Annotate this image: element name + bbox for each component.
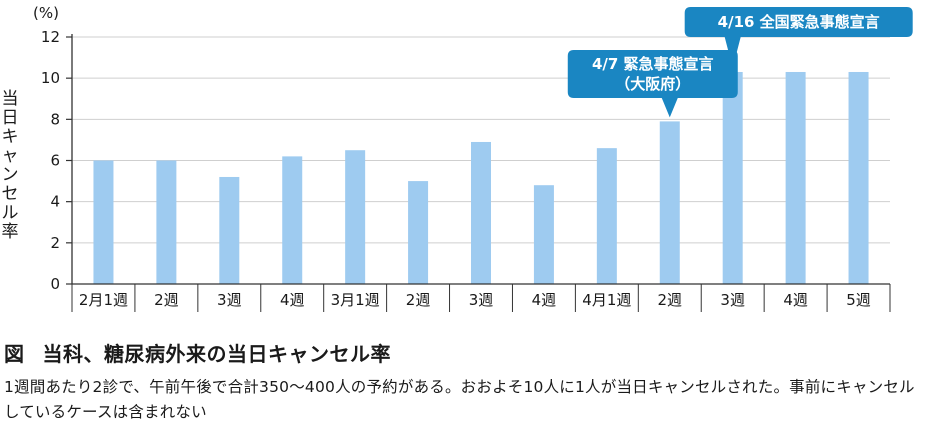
x-tick-label: 2週 <box>406 291 431 309</box>
bar <box>219 176 240 284</box>
y-axis-label-char: キ <box>2 127 19 147</box>
y-axis-label-char: 日 <box>2 108 19 128</box>
x-tick-label: 3週 <box>217 291 242 309</box>
bar <box>471 141 491 284</box>
y-tick-label: 8 <box>50 110 60 128</box>
caption-body: 1週間あたり2診で、午前午後で合計350〜400人の予約がある。おおよそ10人に… <box>4 378 915 421</box>
y-tick-label: 0 <box>50 275 60 293</box>
bar <box>848 71 869 284</box>
annotation-text: （大阪府） <box>615 75 690 93</box>
bar-chart: 0 2 4 6 8 10 12 2月1週 2週 3週 4週 3月1週 2週 3週 4週 4月1週 2週 3週 4週 5… <box>2 4 913 312</box>
bar <box>93 160 114 284</box>
bar <box>722 71 743 284</box>
caption-title-line: 図当科、糖尿病外来の当日キャンセル率 <box>4 338 924 367</box>
x-tick-label: 2週 <box>154 291 179 309</box>
x-tick-label: 4週 <box>532 291 557 309</box>
x-tick-label: 4週 <box>280 291 305 309</box>
y-axis-label-char: 率 <box>2 222 19 242</box>
bar <box>408 181 429 284</box>
y-tick-label: 6 <box>50 152 60 170</box>
y-axis-label-char: ル <box>2 203 19 223</box>
y-tick-label: 10 <box>41 69 60 87</box>
annotation-callout <box>684 7 913 68</box>
x-tick-label: 3月1週 <box>331 291 380 309</box>
caption-title: 当科、糖尿病外来の当日キャンセル率 <box>42 342 391 366</box>
bar <box>533 185 554 284</box>
y-axis-label: 当日キャンセル率 <box>2 89 19 242</box>
x-tick-label: 3週 <box>720 291 745 309</box>
y-tick-label: 2 <box>50 234 60 252</box>
bar <box>282 156 303 284</box>
x-tick-label: 4月1週 <box>582 291 631 309</box>
bar <box>156 160 177 284</box>
bars <box>93 71 869 285</box>
y-axis-label-char: セ <box>2 184 19 204</box>
x-tick-label: 3週 <box>469 291 494 309</box>
x-tick-label: 5週 <box>846 291 871 309</box>
figure-label: 図 <box>4 342 25 366</box>
y-unit-label: (%) <box>33 4 59 22</box>
bar <box>659 121 680 285</box>
x-tick-label: 2週 <box>657 291 682 309</box>
figure-caption: 図当科、糖尿病外来の当日キャンセル率 1週間あたり2診で、午前午後で合計350〜… <box>4 338 924 425</box>
axes: 0 2 4 6 8 10 12 2月1週 2週 3週 4週 3月1週 2週 3週 4週 4月1週 2週 3週 4週 5… <box>41 28 891 312</box>
x-tick-label: 4週 <box>783 291 808 309</box>
y-axis-label-char: ャ <box>2 146 19 166</box>
annotation-text: 4/16 全国緊急事態宣言 <box>718 13 880 31</box>
y-tick-label: 12 <box>41 28 60 46</box>
bar <box>785 71 806 284</box>
annotation-callout <box>567 50 738 118</box>
annotation-text: 4/7 緊急事態宣言 <box>592 55 714 73</box>
x-tick-label: 2月1週 <box>79 291 128 309</box>
bar <box>345 150 366 284</box>
y-axis-label-char: 当 <box>2 89 19 109</box>
y-axis-label-char: ン <box>2 165 19 185</box>
annotations: 4/7 緊急事態宣言 （大阪府） 4/16 全国緊急事態宣言 <box>567 7 913 118</box>
bar <box>596 148 617 284</box>
y-tick-label: 4 <box>50 193 60 211</box>
